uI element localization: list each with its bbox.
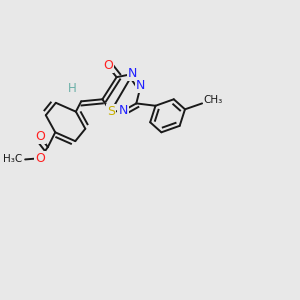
Text: O: O xyxy=(35,152,45,165)
Text: O: O xyxy=(35,130,45,143)
Text: N: N xyxy=(136,79,146,92)
Text: N: N xyxy=(128,68,137,80)
Text: S: S xyxy=(107,105,115,118)
Text: N: N xyxy=(118,104,128,117)
Text: H: H xyxy=(68,82,77,95)
Text: H₃C: H₃C xyxy=(3,154,22,164)
Text: O: O xyxy=(103,59,113,73)
Text: CH₃: CH₃ xyxy=(204,95,223,106)
